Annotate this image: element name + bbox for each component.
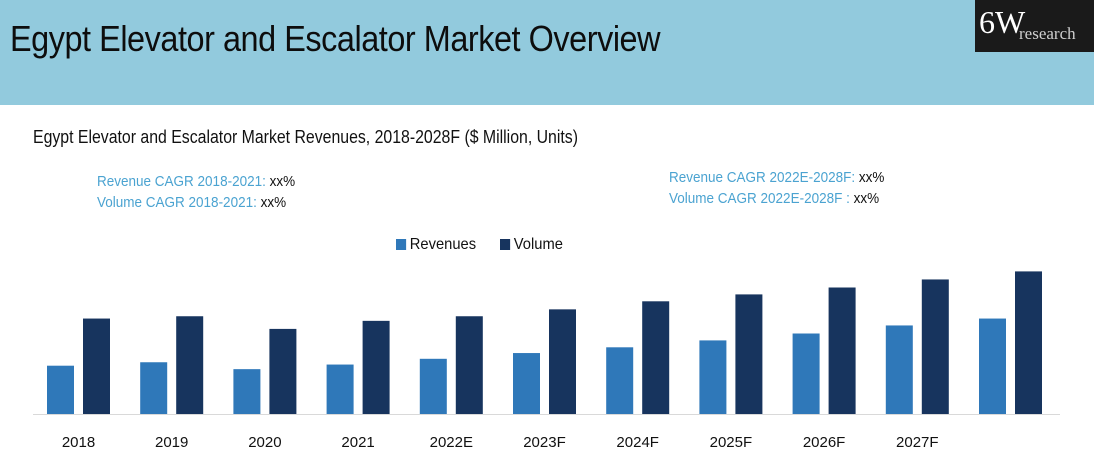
cagr-value: xx% [260, 194, 287, 211]
bar-volume-last [1015, 271, 1042, 414]
bar-revenues-2021 [326, 364, 354, 414]
bar-volume-2025F [735, 294, 763, 414]
bar-revenues-2024F [606, 347, 634, 414]
company-logo: 6W research [975, 0, 1094, 52]
cagr-value: xx% [269, 173, 296, 190]
bar-volume-2021 [362, 320, 390, 414]
bar-volume-2022E [455, 316, 483, 414]
page-title: Egypt Elevator and Escalator Market Over… [10, 18, 661, 59]
bar-revenues-2022E [419, 358, 447, 414]
chart-title: Egypt Elevator and Escalator Market Reve… [33, 127, 578, 147]
x-tick-label: 2026F [803, 434, 846, 451]
x-tick-label: 2024F [616, 434, 659, 451]
bar-revenues-last [979, 318, 1006, 414]
x-tick-label: 2020 [248, 434, 281, 451]
bar-revenues-2020 [233, 369, 261, 414]
x-tick-label: 2025F [710, 434, 753, 451]
cagr-label: Revenue CAGR 2022E-2028F: [669, 169, 856, 186]
legend-item-volume: Volume [499, 236, 563, 254]
bar-revenues-2027F [885, 325, 913, 414]
bar-revenues-2018 [47, 365, 74, 414]
bar-volume-2019 [176, 316, 204, 414]
logo-wordmark: research [1019, 24, 1076, 43]
bar-volume-2023F [549, 309, 576, 414]
legend-label: Volume [513, 236, 563, 253]
cagr-forecast: Revenue CAGR 2022E-2028F: xx% Volume CAG… [669, 167, 884, 209]
bar-revenues-2023F [513, 353, 540, 414]
x-tick-label: 2019 [155, 434, 188, 451]
chart-legend: Revenues Volume [396, 236, 580, 254]
cagr-label: Volume CAGR 2018-2021: [97, 194, 257, 211]
cagr-label: Volume CAGR 2022E-2028F : [669, 190, 850, 207]
legend-swatch-revenues [396, 239, 407, 250]
bar-revenues-2019 [140, 362, 168, 414]
cagr-historical: Revenue CAGR 2018-2021: xx% Volume CAGR … [97, 171, 295, 213]
cagr-label: Revenue CAGR 2018-2021: [97, 173, 266, 190]
bar-volume-2027F [921, 279, 949, 414]
volume-cagr-forecast: Volume CAGR 2022E-2028F : xx% [669, 188, 884, 209]
x-tick-label: 2027F [896, 434, 939, 451]
header-banner: Egypt Elevator and Escalator Market Over… [0, 0, 1094, 105]
x-tick-label: 2022E [430, 434, 473, 451]
revenue-cagr-forecast: Revenue CAGR 2022E-2028F: xx% [669, 167, 884, 188]
legend-swatch-volume [499, 239, 510, 250]
bar-volume-2024F [642, 301, 670, 414]
bar-revenues-2026F [792, 333, 820, 414]
legend-item-revenues: Revenues [396, 236, 476, 254]
x-tick-label: 2018 [62, 434, 95, 451]
volume-cagr-historical: Volume CAGR 2018-2021: xx% [97, 192, 295, 213]
bar-volume-2020 [269, 328, 297, 414]
cagr-value: xx% [853, 190, 880, 207]
revenue-cagr-historical: Revenue CAGR 2018-2021: xx% [97, 171, 295, 192]
cagr-value: xx% [858, 169, 885, 186]
bar-volume-2018 [83, 318, 110, 414]
bar-volume-2026F [828, 287, 856, 414]
x-tick-label: 2021 [341, 434, 374, 451]
logo-mark: 6W [979, 4, 1026, 40]
x-tick-label: 2023F [523, 434, 566, 451]
legend-label: Revenues [409, 236, 477, 253]
bar-revenues-2025F [699, 340, 727, 414]
